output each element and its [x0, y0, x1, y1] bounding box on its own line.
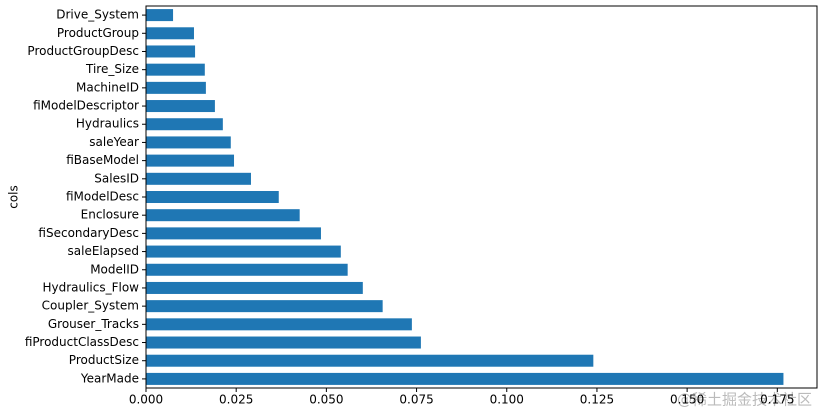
- x-tick-label: 0.175: [760, 393, 794, 407]
- bar: [146, 9, 174, 22]
- x-tick-label: 0.125: [580, 393, 614, 407]
- y-tick-label: ModelID: [90, 262, 139, 276]
- plot-frame: [145, 5, 818, 389]
- y-tick-label: fiProductClassDesc: [25, 335, 139, 349]
- bar: [146, 300, 383, 313]
- bar: [146, 136, 231, 149]
- y-tick-label: saleYear: [89, 135, 139, 149]
- y-tick-label: Hydraulics_Flow: [42, 280, 139, 294]
- x-tick-label: 0.025: [219, 393, 253, 407]
- y-tick-label: SalesID: [94, 171, 139, 185]
- bar: [146, 100, 215, 113]
- x-tick-label: 0.050: [309, 393, 343, 407]
- bar: [146, 245, 341, 258]
- y-tick-label: YearMade: [80, 371, 139, 385]
- y-tick-label: MachineID: [76, 80, 139, 94]
- bar: [146, 81, 206, 94]
- bar: [146, 154, 235, 167]
- y-tick-label: fiModelDescriptor: [33, 99, 139, 113]
- y-tick-label: saleElapsed: [68, 244, 139, 258]
- y-tick-label: fiSecondaryDesc: [38, 226, 139, 240]
- y-tick-label: ProductGroupDesc: [27, 44, 139, 58]
- x-tick-label: 0.100: [490, 393, 524, 407]
- bar: [146, 209, 300, 222]
- y-tick-label: Hydraulics: [76, 117, 139, 131]
- bar: [146, 281, 363, 294]
- x-tick-label: 0.000: [129, 393, 163, 407]
- bar: [146, 372, 784, 385]
- y-tick-label: Tire_Size: [85, 62, 139, 76]
- bar: [146, 318, 412, 331]
- x-tick-label: 0.150: [670, 393, 704, 407]
- bar: [146, 336, 421, 349]
- bar: [146, 227, 321, 240]
- bar: [146, 354, 594, 367]
- bar: [146, 190, 279, 204]
- bar: [146, 263, 348, 276]
- y-tick-label: Coupler_System: [42, 299, 139, 313]
- y-tick-label: Enclosure: [81, 208, 139, 222]
- bar: [146, 172, 251, 185]
- y-tick-label: fiBaseModel: [66, 153, 139, 167]
- x-tick-label: 0.075: [399, 393, 433, 407]
- y-tick-label: Grouser_Tracks: [48, 317, 139, 331]
- bar: [146, 27, 194, 40]
- y-tick-label: ProductSize: [69, 353, 139, 367]
- y-axis-label: cols: [7, 185, 21, 209]
- bar: [146, 63, 205, 76]
- y-tick-label: ProductGroup: [57, 26, 139, 40]
- bar: [146, 118, 223, 131]
- y-tick-label: fiModelDesc: [66, 190, 139, 204]
- watermark: @稀土掘金技术社区: [677, 391, 812, 409]
- y-tick-label: Drive_System: [56, 8, 139, 22]
- bar: [146, 45, 196, 58]
